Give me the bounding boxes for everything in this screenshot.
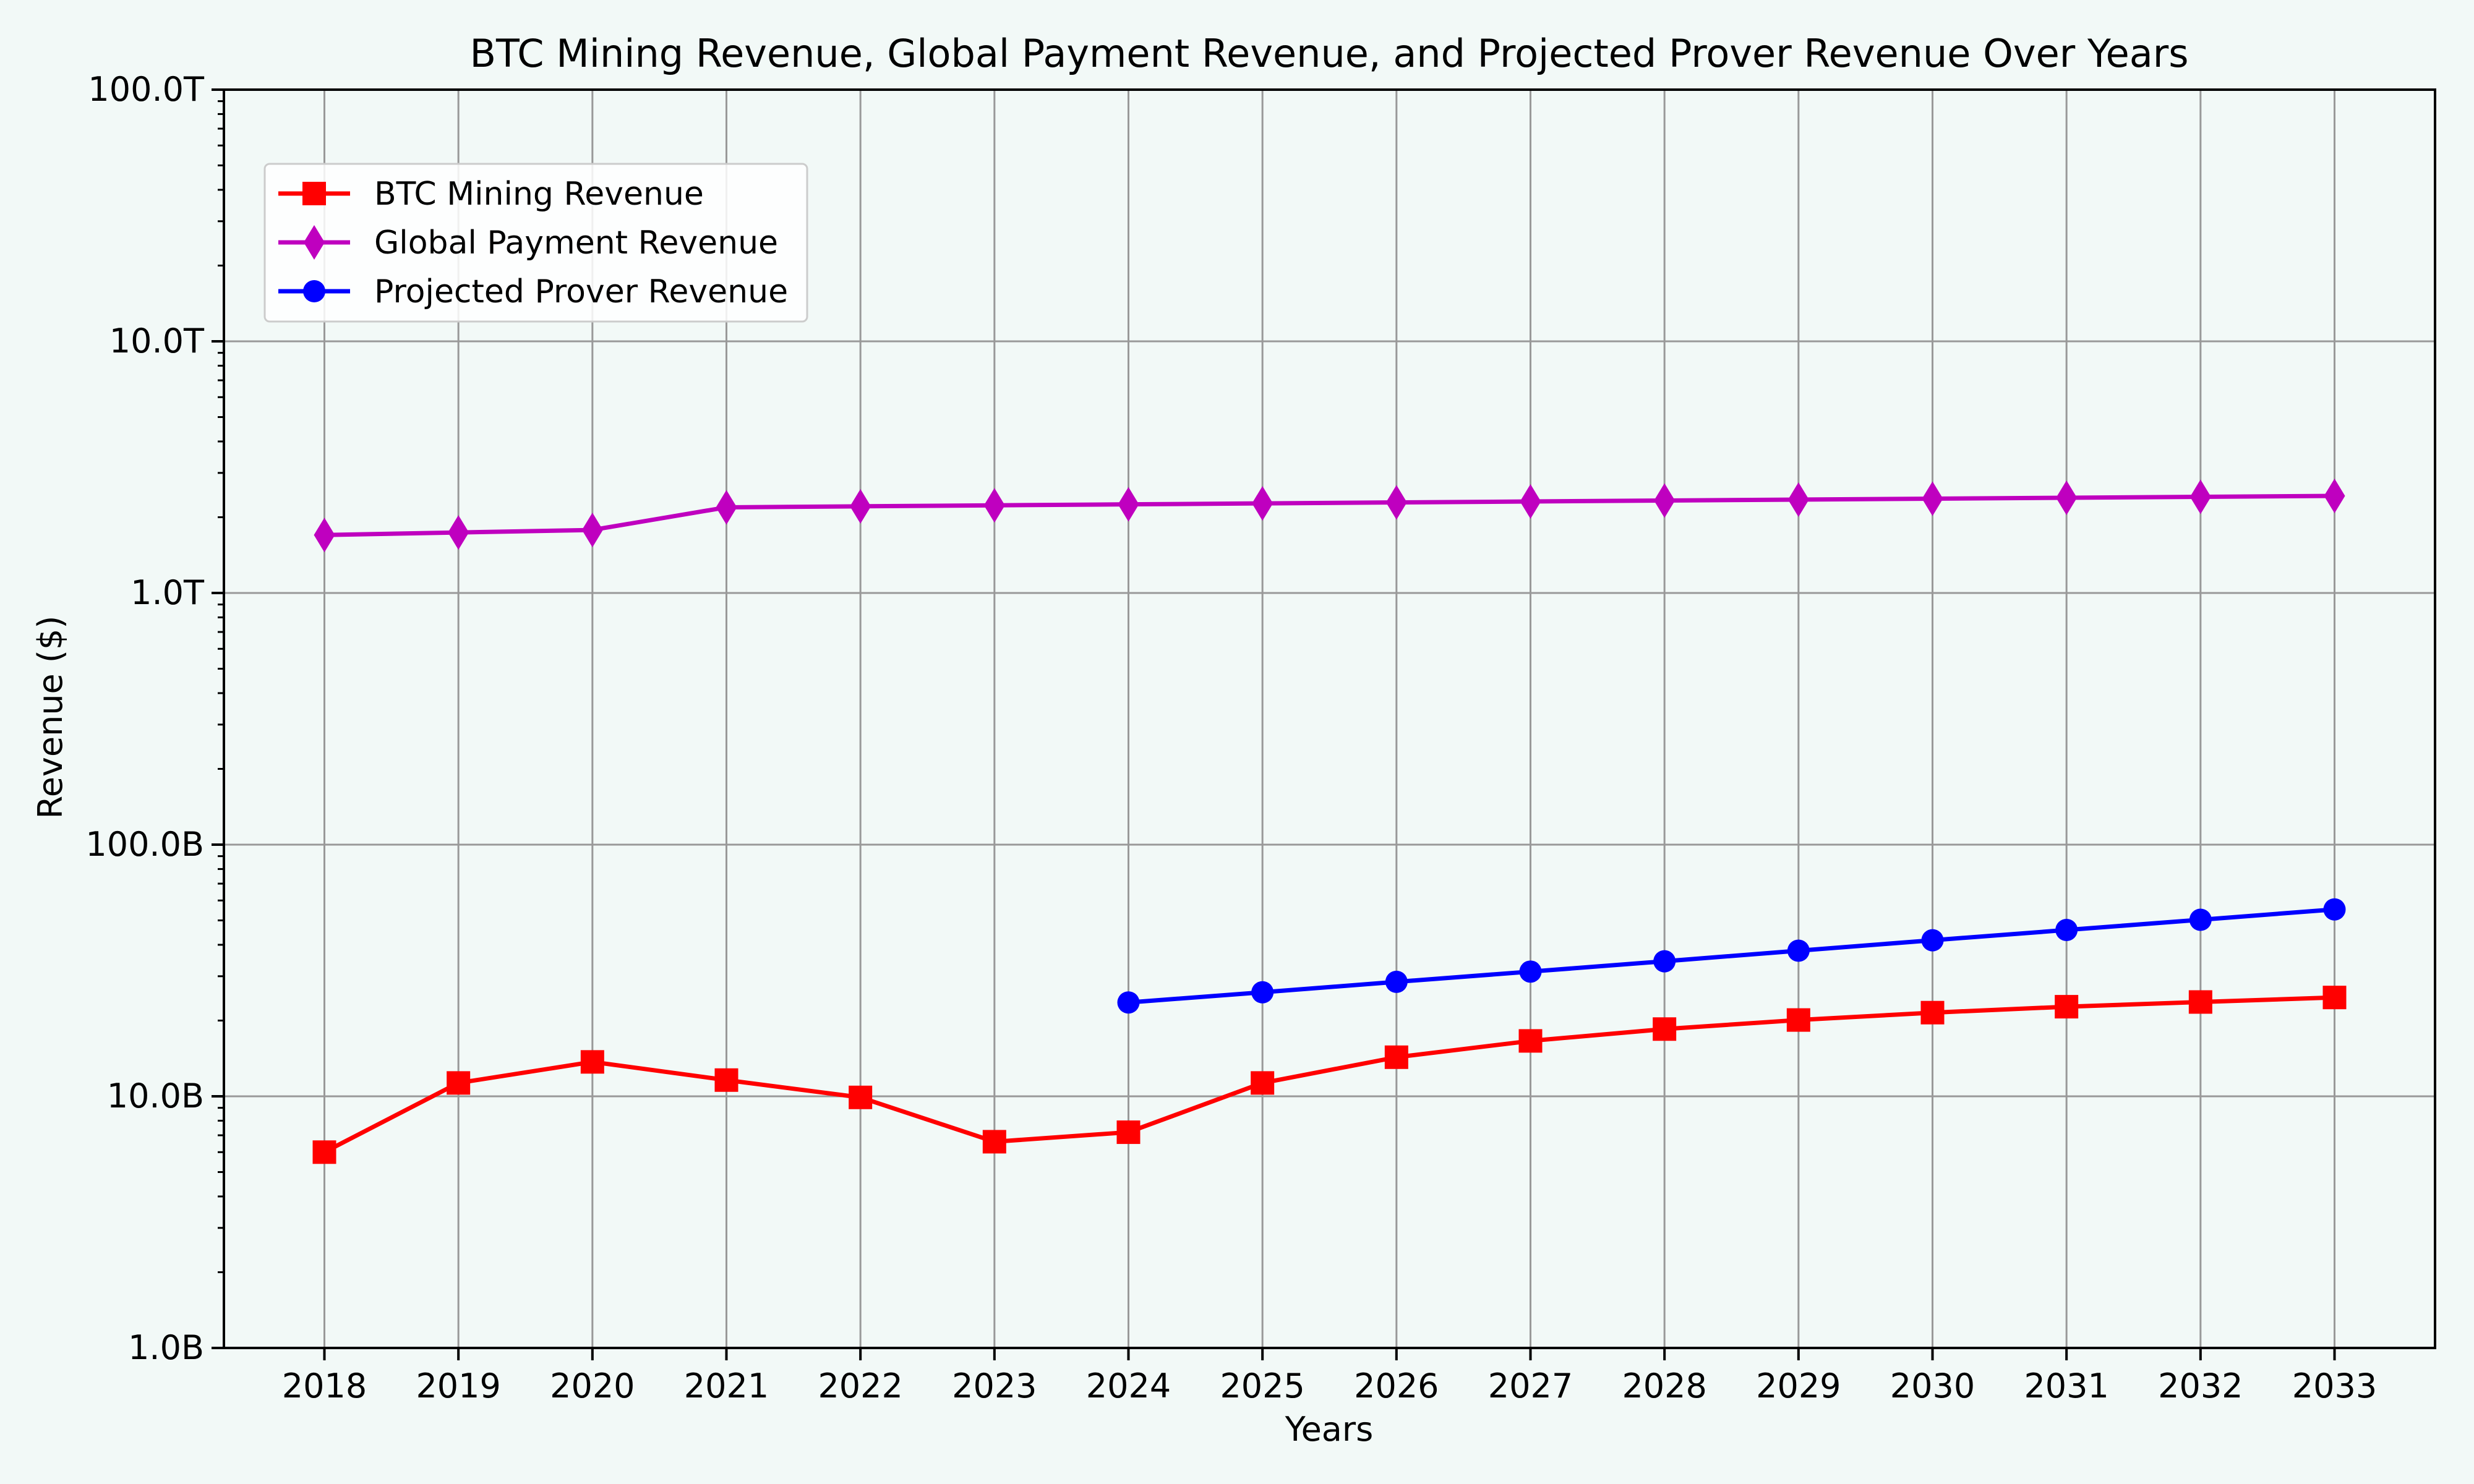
plot-frame <box>223 88 2436 1349</box>
x-tick-label: 2024 <box>1086 1367 1171 1405</box>
global-payment-revenue-point <box>2324 479 2345 514</box>
x-tick-label: 2028 <box>1622 1367 1706 1405</box>
btc-mining-revenue-point <box>1920 1000 1945 1025</box>
x-tick-label: 2032 <box>2158 1367 2243 1405</box>
btc-mining-revenue-point <box>982 1130 1006 1154</box>
axes <box>223 88 2436 1349</box>
global-payment-revenue-point <box>1118 487 1139 522</box>
global-payment-revenue-point <box>2056 480 2078 515</box>
btc-mining-revenue-point <box>1786 1008 1810 1032</box>
y-axis-ticks: 1.0B 10.0B 100.0B 1.0T 10.0T 100.0T <box>85 70 224 1367</box>
x-tick-label: 2029 <box>1756 1367 1841 1405</box>
btc-mining-revenue-point <box>312 1140 336 1164</box>
y-tick-label: 10.0T <box>109 322 205 360</box>
x-axis-ticks: 2018 2019 2020 2021 2022 2023 2024 2025 2026 2027… <box>282 1348 2377 1405</box>
projected-prover-revenue-point <box>1653 950 1676 973</box>
x-tick-label: 2022 <box>818 1367 902 1405</box>
global-payment-revenue-series <box>314 479 2345 553</box>
y-axis-label: Revenue ($) <box>31 616 70 819</box>
projected-prover-revenue-point <box>1921 929 1944 952</box>
projected-prover-revenue-point <box>2323 898 2346 921</box>
x-tick-label: 2033 <box>2292 1367 2377 1405</box>
x-tick-label: 2025 <box>1220 1367 1304 1405</box>
global-payment-revenue-point <box>1252 486 1273 521</box>
y-tick-label: 1.0B <box>128 1328 204 1367</box>
btc-mining-revenue-point <box>2322 986 2347 1010</box>
btc-mining-revenue-point <box>1653 1017 1677 1041</box>
projected-prover-revenue-point <box>1519 960 1542 983</box>
global-payment-revenue-point <box>2189 479 2211 514</box>
legend-label-global-payment-revenue: Global Payment Revenue <box>374 224 778 262</box>
projected-prover-revenue-point <box>1251 981 1274 1004</box>
projected-prover-revenue-series <box>1117 898 2346 1014</box>
projected-prover-revenue-point <box>2055 919 2078 942</box>
btc-mining-revenue-point <box>1384 1045 1408 1069</box>
x-tick-label: 2027 <box>1488 1367 1573 1405</box>
x-tick-label: 2026 <box>1354 1367 1439 1405</box>
global-payment-revenue-point <box>1922 481 1943 516</box>
btc-mining-revenue-point <box>714 1068 738 1092</box>
global-payment-revenue-point <box>716 490 737 525</box>
y-tick-label: 10.0B <box>107 1077 204 1115</box>
x-tick-label: 2018 <box>282 1367 367 1405</box>
btc-mining-revenue-point <box>447 1071 471 1095</box>
global-payment-revenue-point <box>983 488 1005 523</box>
projected-prover-revenue-point <box>1385 970 1408 993</box>
btc-mining-revenue-point <box>849 1085 873 1109</box>
global-payment-revenue-point <box>1385 485 1407 520</box>
btc-mining-revenue-point <box>1251 1071 1275 1095</box>
legend-marker-global-payment-revenue <box>304 225 325 260</box>
btc-mining-revenue-point <box>1518 1029 1543 1053</box>
x-tick-label: 2019 <box>416 1367 500 1405</box>
global-payment-revenue-point <box>314 518 335 553</box>
x-tick-label: 2031 <box>2024 1367 2108 1405</box>
projected-prover-revenue-point <box>1787 939 1810 962</box>
legend-label-btc-mining-revenue: BTC Mining Revenue <box>374 176 704 213</box>
global-payment-revenue-line <box>324 493 2335 537</box>
y-tick-label: 100.0T <box>88 70 205 109</box>
global-payment-revenue-point <box>1654 483 1676 518</box>
series-group <box>312 479 2347 1164</box>
btc-mining-revenue-point <box>2188 990 2212 1014</box>
btc-mining-revenue-point <box>2055 995 2079 1019</box>
projected-prover-revenue-line <box>1128 907 2335 1005</box>
global-payment-revenue-point <box>1787 482 1809 517</box>
x-tick-label: 2021 <box>684 1367 769 1405</box>
btc-mining-revenue-point <box>580 1050 604 1074</box>
btc-mining-revenue-point <box>1116 1120 1141 1145</box>
global-payment-revenue-point <box>448 515 469 550</box>
projected-prover-revenue-point <box>2189 908 2212 931</box>
legend-box <box>263 163 808 323</box>
legend: BTC Mining Revenue Global Payment Revenue… <box>263 163 808 323</box>
projected-prover-revenue-point <box>1117 991 1140 1014</box>
legend-marker-btc-mining-revenue <box>302 182 326 205</box>
x-axis-label: Years <box>1285 1410 1373 1449</box>
y-tick-label: 100.0B <box>85 825 204 864</box>
x-tick-label: 2030 <box>1890 1367 1975 1405</box>
legend-label-projected-prover-revenue: Projected Prover Revenue <box>374 273 788 310</box>
btc-mining-revenue-series <box>312 986 2347 1164</box>
x-tick-label: 2023 <box>952 1367 1037 1405</box>
legend-marker-projected-prover-revenue <box>303 280 325 302</box>
global-payment-revenue-point <box>1520 484 1541 519</box>
chart-title: BTC Mining Revenue, Global Payment Reven… <box>469 31 2188 76</box>
global-payment-revenue-point <box>581 513 603 548</box>
btc-mining-revenue-line <box>323 995 2335 1154</box>
global-payment-revenue-point <box>850 488 871 524</box>
y-tick-label: 1.0T <box>131 573 205 612</box>
x-tick-label: 2020 <box>550 1367 635 1405</box>
